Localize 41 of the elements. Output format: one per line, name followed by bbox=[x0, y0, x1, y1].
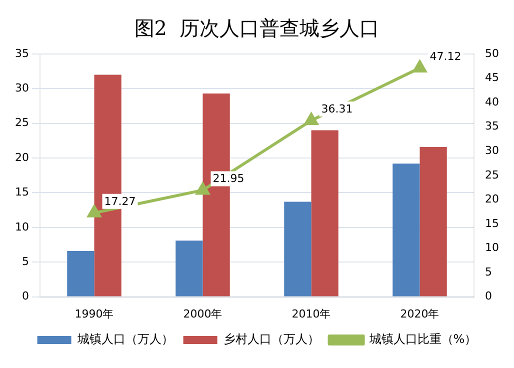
legend-label: 城镇人口（万人） bbox=[76, 332, 174, 346]
y2-tick-label: 35 bbox=[485, 120, 500, 133]
y-tick-label: 10 bbox=[14, 220, 29, 234]
y2-tick-label: 5 bbox=[485, 265, 492, 278]
bar bbox=[176, 240, 203, 296]
x-tick-label: 1990年 bbox=[74, 307, 114, 320]
bar bbox=[67, 251, 94, 296]
y-tick-label: 20 bbox=[14, 150, 29, 164]
y-tick-label: 30 bbox=[14, 82, 29, 95]
bar bbox=[392, 164, 420, 296]
bar bbox=[311, 130, 338, 296]
y2-tick-label: 15 bbox=[485, 216, 500, 230]
y2-tick-label: 0 bbox=[485, 290, 492, 303]
y-tick-label: 15 bbox=[14, 186, 29, 199]
chart-title: 图2 历次人口普查城乡人口 bbox=[134, 16, 380, 40]
y2-tick-label: 30 bbox=[485, 144, 500, 157]
data-label: 47.12 bbox=[430, 50, 462, 63]
x-tick-label: 2010年 bbox=[292, 307, 331, 320]
x-tick-label: 2000年 bbox=[183, 307, 222, 320]
bar bbox=[420, 146, 447, 296]
y2-tick-label: 40 bbox=[485, 95, 500, 108]
point bbox=[304, 112, 318, 125]
y2-tick-label: 10 bbox=[485, 241, 500, 254]
legend-label: 乡村人口（万人） bbox=[223, 332, 320, 346]
point bbox=[196, 182, 210, 195]
y-tick-label: 25 bbox=[14, 116, 29, 130]
bar bbox=[284, 202, 312, 296]
data-label: 21.95 bbox=[212, 172, 244, 186]
y-tick-label: 5 bbox=[22, 254, 29, 268]
data-label: 17.27 bbox=[104, 194, 136, 208]
y2-tick-label: 50 bbox=[485, 46, 500, 60]
y-tick-label: 0 bbox=[22, 290, 29, 303]
legend-label: 城镇人口比重（%） bbox=[368, 332, 477, 346]
point bbox=[88, 205, 101, 218]
x-tick-label: 2020年 bbox=[400, 307, 440, 320]
data-label: 36.31 bbox=[321, 102, 353, 116]
y-tick-label: 35 bbox=[14, 46, 29, 60]
point bbox=[413, 60, 426, 72]
y2-tick-label: 20 bbox=[485, 192, 500, 206]
y2-tick-label: 25 bbox=[485, 168, 500, 182]
y2-tick-label: 45 bbox=[485, 71, 500, 84]
